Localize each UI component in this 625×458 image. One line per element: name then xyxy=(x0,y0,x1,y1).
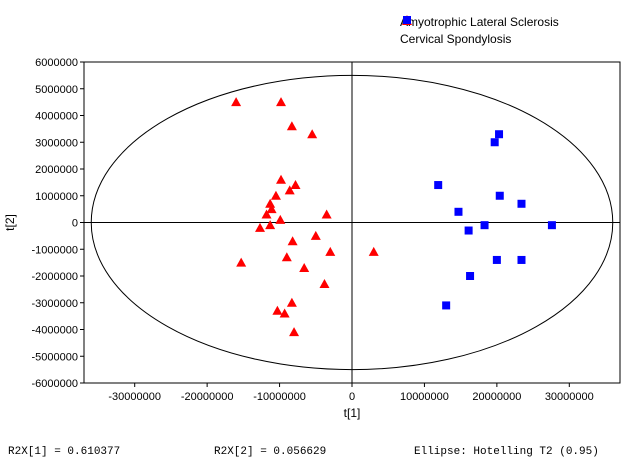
cs-point xyxy=(442,301,451,310)
als-point xyxy=(236,257,247,267)
y-tick-label: 3000000 xyxy=(35,137,78,149)
als-point xyxy=(261,209,272,219)
y-tick-label: 6000000 xyxy=(35,57,78,69)
als-point xyxy=(266,204,277,214)
legend-item-cs: Cervical Spondylosis xyxy=(400,16,559,47)
cs-point xyxy=(517,255,526,264)
legend-label-als: Amyotrophic Lateral Sclerosis xyxy=(400,14,559,29)
cs-point xyxy=(490,138,499,147)
x-tick-label: 10000000 xyxy=(400,391,449,403)
x-tick-label: -30000000 xyxy=(108,391,161,403)
x-tick-label: -20000000 xyxy=(181,391,234,403)
y-tick-label: 0 xyxy=(72,218,78,230)
cs-point xyxy=(480,221,489,230)
als-point xyxy=(319,279,330,289)
x-tick-label: -10000000 xyxy=(253,391,306,403)
y-tick-label: -6000000 xyxy=(32,378,79,390)
als-point xyxy=(231,97,242,107)
legend: Amyotrophic Lateral Sclerosis Cervical S… xyxy=(400,13,559,47)
y-tick-label: 4000000 xyxy=(35,111,78,123)
als-point xyxy=(287,236,298,246)
cs-point xyxy=(495,130,504,139)
cs-point xyxy=(547,221,556,230)
square-marker-icon xyxy=(403,16,411,24)
footer-ellipse-label: Ellipse: Hotelling T2 (0.95) xyxy=(414,446,599,458)
als-point xyxy=(321,209,332,219)
cs-point xyxy=(464,226,473,235)
als-point xyxy=(284,185,295,195)
cs-point xyxy=(492,255,501,264)
y-tick-label: -1000000 xyxy=(32,244,79,256)
als-point xyxy=(310,230,321,240)
als-point xyxy=(276,97,287,107)
als-point xyxy=(286,297,297,307)
als-point xyxy=(276,174,287,184)
als-point xyxy=(279,308,290,318)
als-point xyxy=(290,180,301,190)
als-point xyxy=(281,252,292,262)
y-tick-label: -2000000 xyxy=(32,271,79,283)
y-axis-label: t[2] xyxy=(3,214,17,231)
cs-point xyxy=(434,181,443,190)
footer-r2x2: R2X[2] = 0.056629 xyxy=(214,446,327,458)
hotelling-ellipse xyxy=(90,74,614,371)
y-tick-label: 1000000 xyxy=(35,191,78,203)
cs-point xyxy=(454,207,463,216)
y-tick-label: -5000000 xyxy=(32,351,79,363)
x-axis-label: t[1] xyxy=(344,406,361,420)
cs-point xyxy=(495,191,504,200)
y-tick-label: 2000000 xyxy=(35,164,78,176)
als-point xyxy=(275,214,286,224)
legend-label-cs: Cervical Spondylosis xyxy=(400,31,512,46)
footer-r2x1: R2X[1] = 0.610377 xyxy=(8,446,121,458)
y-tick-label: -3000000 xyxy=(32,298,79,310)
cs-point xyxy=(466,272,475,280)
als-point xyxy=(299,262,310,272)
als-point xyxy=(265,198,276,208)
cs-point xyxy=(517,199,526,208)
x-tick-label: 30000000 xyxy=(545,391,594,403)
als-point xyxy=(368,246,379,256)
legend-item-als: Amyotrophic Lateral Sclerosis xyxy=(400,13,559,30)
als-point xyxy=(307,129,318,139)
als-point xyxy=(325,246,336,256)
als-point xyxy=(270,190,281,200)
als-point xyxy=(289,327,300,337)
als-point xyxy=(286,121,297,131)
als-point xyxy=(265,220,276,230)
als-point xyxy=(255,222,266,232)
y-tick-label: 5000000 xyxy=(35,84,78,96)
als-point xyxy=(272,305,283,315)
x-tick-label: 0 xyxy=(349,391,355,403)
x-tick-label: 20000000 xyxy=(472,391,521,403)
y-tick-label: -4000000 xyxy=(32,325,79,337)
